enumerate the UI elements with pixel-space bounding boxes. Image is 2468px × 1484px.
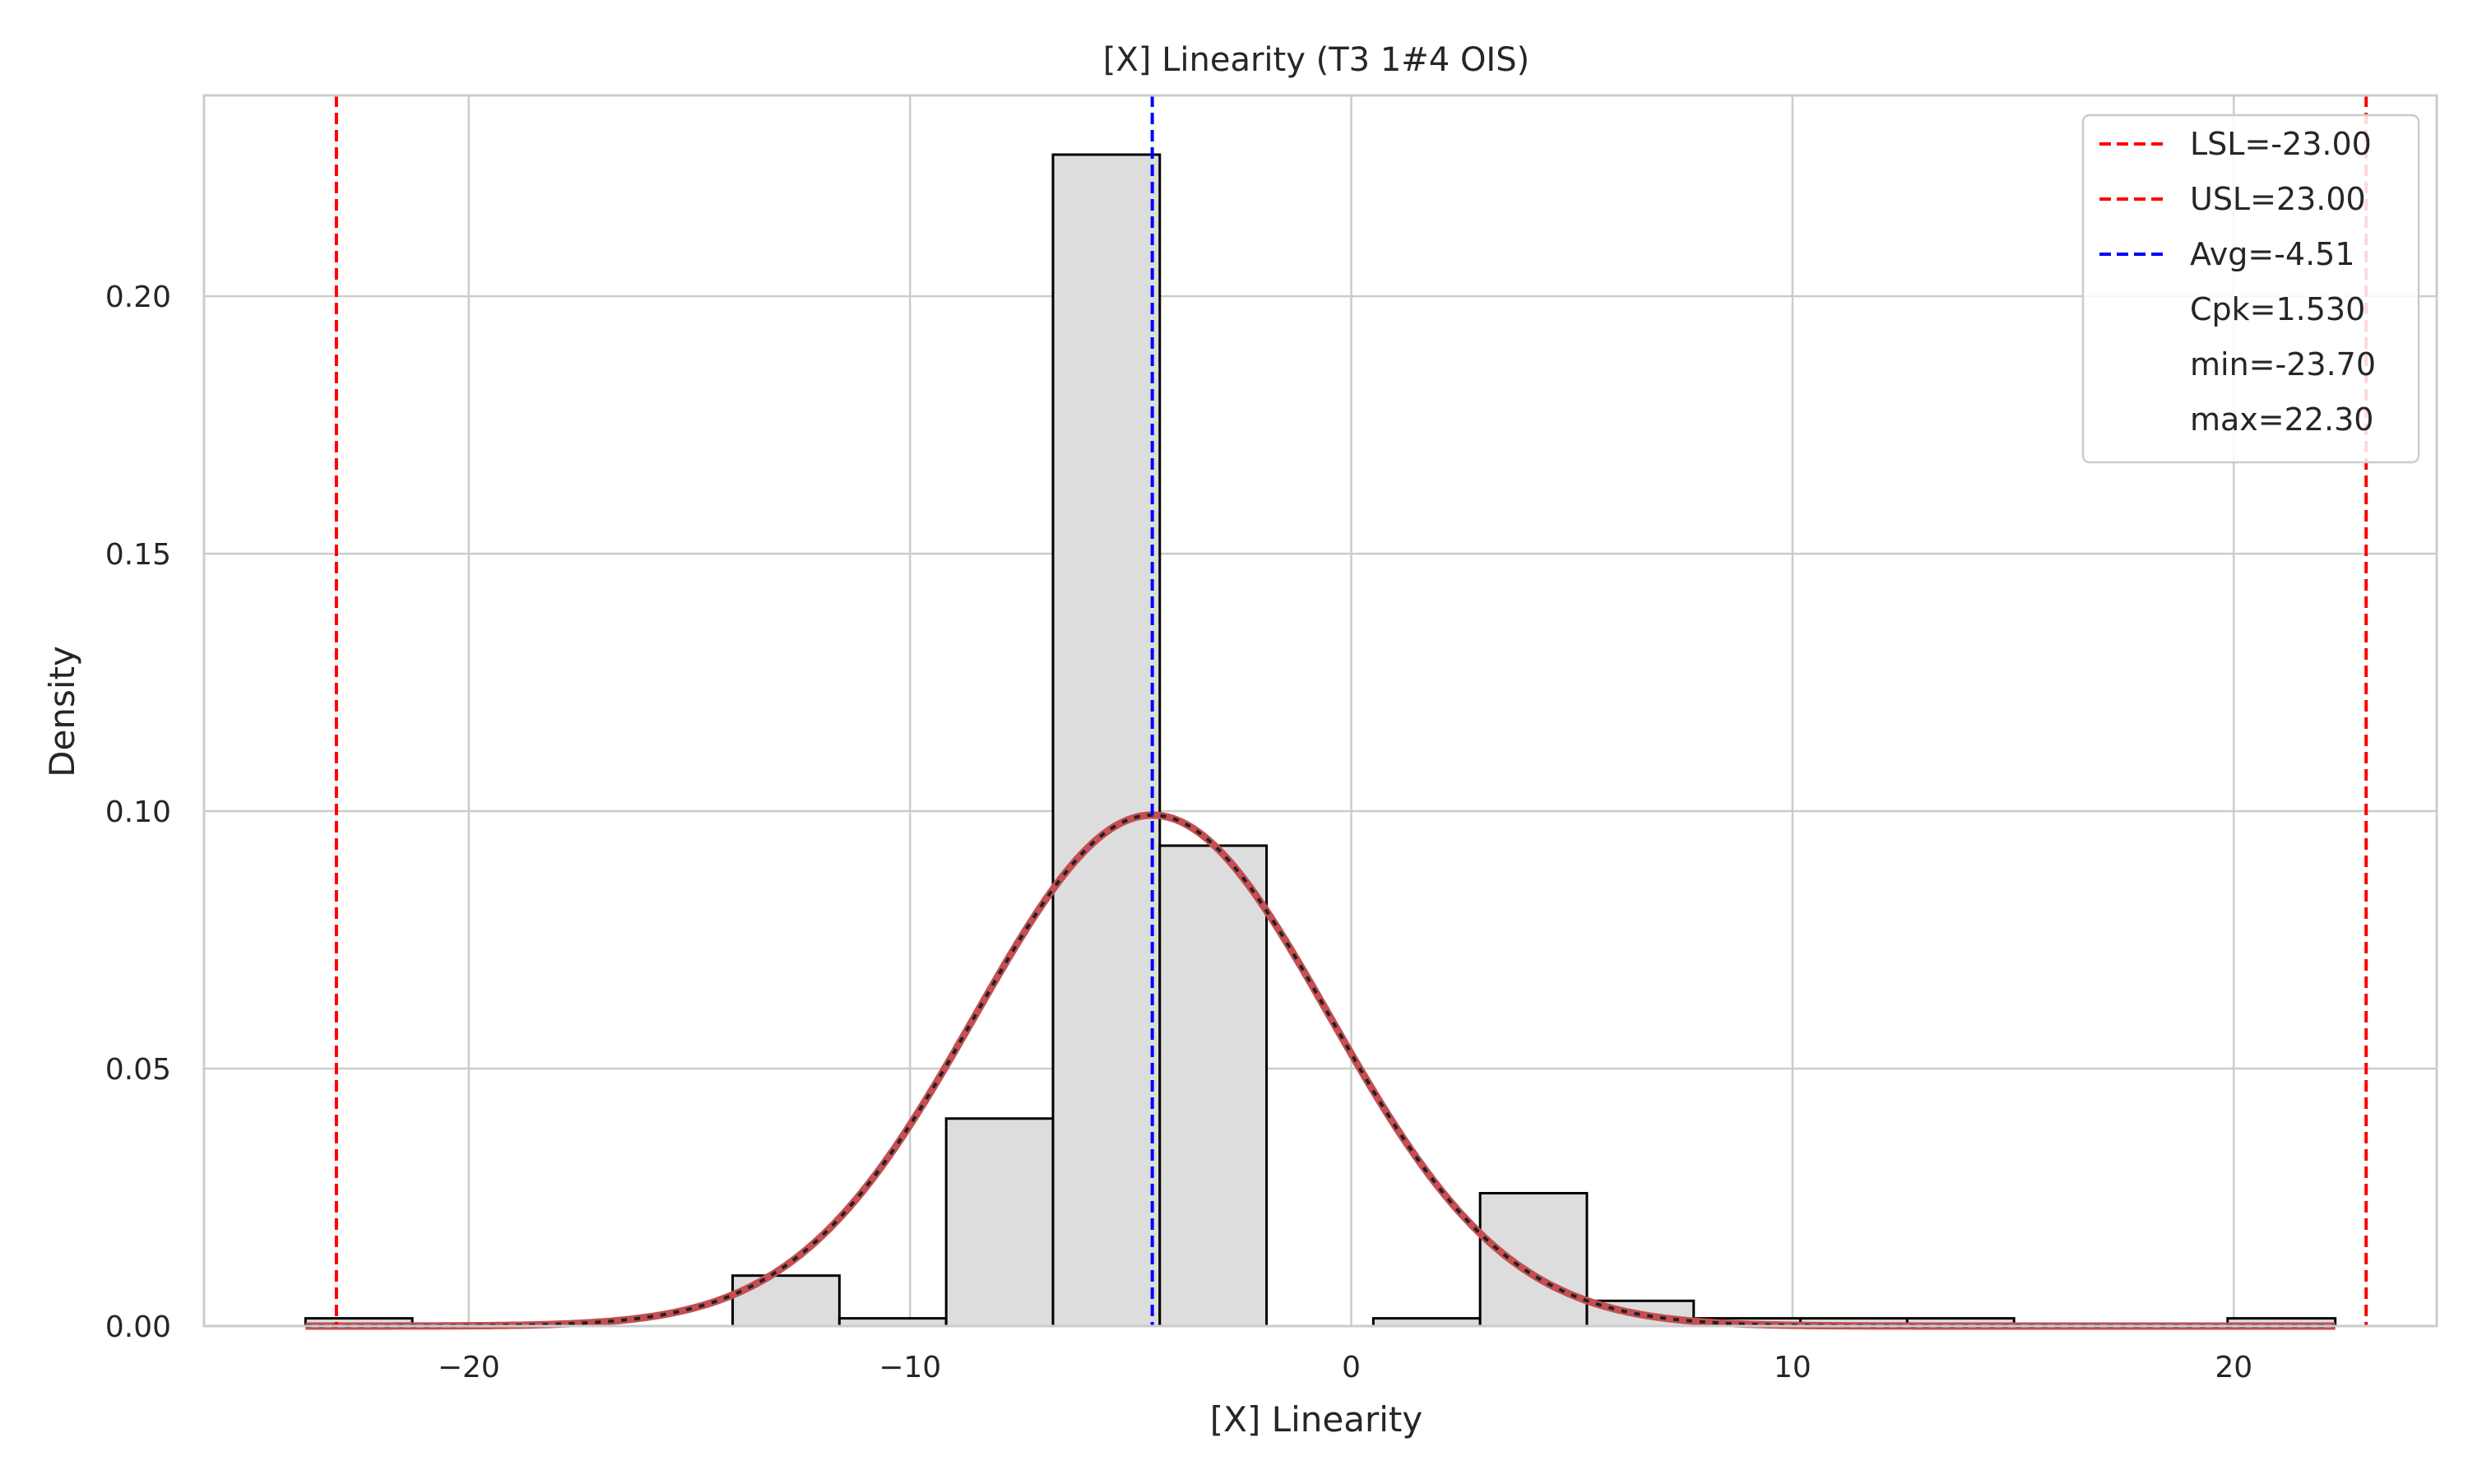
histogram-bar	[1051, 153, 1162, 1328]
chart-title: [X] Linearity (T3 1#4 OIS)	[1103, 41, 1529, 79]
x-axis-label: [X] Linearity	[1210, 1399, 1422, 1440]
y-axis-label: Density	[42, 646, 82, 777]
legend-entry: max=22.30	[2190, 401, 2373, 438]
x-tick-label: 10	[1774, 1351, 1812, 1384]
y-tick-label: 0.15	[105, 538, 171, 572]
y-tick-label: 0.10	[105, 795, 171, 829]
plot-background	[204, 95, 2437, 1326]
histogram-bar	[1478, 1192, 1589, 1328]
x-tick-label: 20	[2215, 1351, 2252, 1384]
plot-area: −20 −10 0 10 20 0.00 0.05 0.10 0.15 0.20	[105, 94, 2438, 1384]
kde-curve	[305, 813, 2336, 1328]
legend-entry: Avg=-4.51	[2190, 236, 2355, 272]
legend-entry: USL=23.00	[2190, 181, 2366, 217]
x-tick-label: −10	[879, 1351, 941, 1384]
histogram-bar	[1158, 844, 1269, 1328]
legend-entry: min=-23.70	[2190, 346, 2376, 383]
legend-entry: LSL=-23.00	[2190, 126, 2372, 162]
y-tick-label: 0.00	[105, 1310, 171, 1344]
legend-box	[2081, 114, 2420, 464]
legend-entry: Cpk=1.530	[2190, 291, 2365, 327]
legend: LSL=-23.00 USL=23.00 Avg=-4.51 Cpk=1.530 min…	[2081, 114, 2420, 464]
x-tick-label: −20	[438, 1351, 500, 1384]
x-tick-label: 0	[1342, 1351, 1361, 1384]
y-tick-label: 0.20	[105, 281, 171, 314]
histogram-bar	[731, 1274, 841, 1328]
histogram-bar	[944, 1117, 1055, 1328]
axes-frame	[202, 94, 2438, 1328]
y-tick-label: 0.05	[105, 1053, 171, 1087]
